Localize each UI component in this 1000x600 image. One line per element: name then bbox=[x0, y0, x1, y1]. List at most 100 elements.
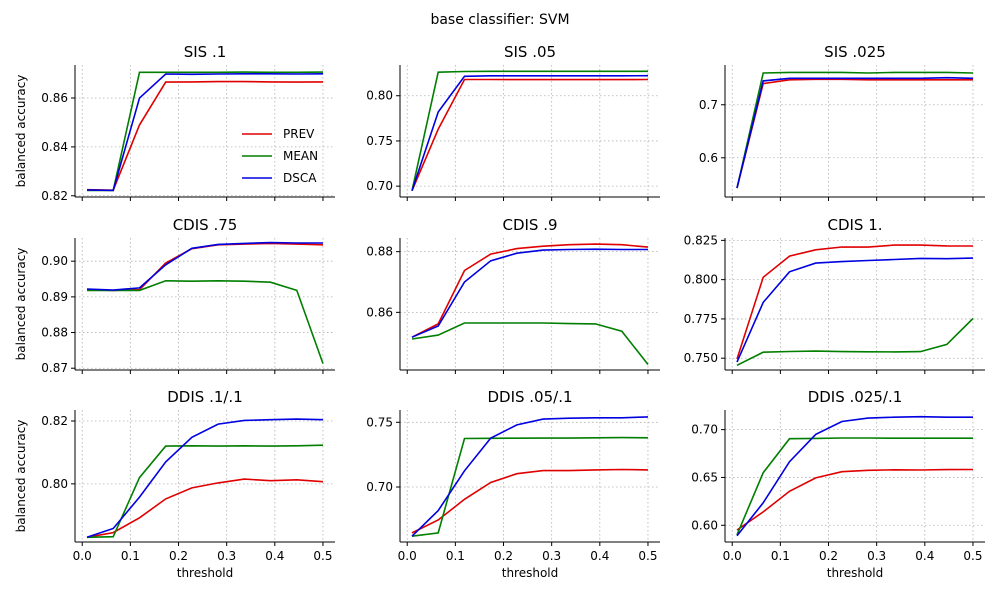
y-axis-label: balanced accuracy bbox=[14, 420, 28, 533]
x-axis-label: threshold bbox=[502, 566, 559, 580]
x-tick-label: 0.3 bbox=[542, 549, 561, 563]
series-line-dsca bbox=[736, 415, 973, 537]
x-tick-label: 0.4 bbox=[915, 549, 934, 563]
series-line-dsca bbox=[86, 241, 323, 291]
series-line-mean bbox=[411, 436, 649, 537]
x-tick-label: 0.0 bbox=[73, 549, 92, 563]
series-line-prev bbox=[86, 242, 324, 292]
y-tick-label: 0.60 bbox=[691, 518, 718, 532]
subplot-8: DDIS .05/.1 0.70 0.75 0.0 0.1 0.2 0.3 0.4 0.5 thr… bbox=[366, 388, 660, 580]
y-tick-label: 0.82 bbox=[41, 189, 68, 203]
series-line-mean bbox=[87, 279, 324, 364]
subplot-title: CDIS .75 bbox=[173, 216, 238, 234]
series-line-dsca bbox=[736, 76, 974, 189]
series-line-prev bbox=[86, 80, 324, 192]
series-line-prev bbox=[736, 244, 974, 360]
y-tick-label: 0.82 bbox=[41, 414, 68, 428]
series-line-mean bbox=[736, 317, 974, 367]
y-tick-label: 0.86 bbox=[41, 91, 68, 105]
x-tick-label: 0.4 bbox=[265, 549, 284, 563]
y-tick-label: 0.70 bbox=[366, 480, 393, 494]
legend-label-dsca: DSCA bbox=[283, 171, 317, 185]
x-tick-label: 0.0 bbox=[398, 549, 417, 563]
series-line-dsca bbox=[736, 257, 974, 363]
legend-label-prev: PREV bbox=[283, 127, 315, 141]
y-tick-label: 0.90 bbox=[41, 254, 68, 268]
y-tick-label: 0.75 bbox=[366, 415, 393, 429]
y-tick-label: 0.80 bbox=[41, 477, 68, 491]
subplot-2: SIS .05 0.70 0.75 0.80 bbox=[366, 43, 660, 201]
series-line-mean bbox=[736, 437, 973, 536]
series-line-dsca bbox=[86, 418, 324, 539]
subplot-7: DDIS .1/.1 0.80 0.82 0.0 0.1 0.2 0.3 0.4 0.5 thre… bbox=[14, 388, 335, 580]
y-tick-label: 0.75 bbox=[366, 134, 393, 148]
subplot-1: SIS .1 0.82 0.84 0.86 balanced accuracy PREV M… bbox=[14, 43, 335, 203]
subplot-title: DDIS .025/.1 bbox=[808, 388, 903, 406]
series-line-mean bbox=[411, 70, 648, 191]
x-axis-label: threshold bbox=[827, 566, 884, 580]
x-tick-label: 0.5 bbox=[638, 549, 657, 563]
y-axis-label: balanced accuracy bbox=[14, 248, 28, 361]
series-line-prev bbox=[411, 78, 649, 192]
y-tick-label: 0.775 bbox=[684, 312, 718, 326]
y-tick-label: 0.86 bbox=[366, 305, 393, 319]
y-axis-label: balanced accuracy bbox=[14, 75, 28, 188]
series-line-mean bbox=[87, 71, 324, 192]
subplot-title: SIS .1 bbox=[184, 43, 227, 61]
subplot-6: CDIS 1. 0.750 0.775 0.800 0.825 bbox=[684, 216, 985, 374]
x-tick-label: 0.2 bbox=[494, 549, 513, 563]
y-tick-label: 0.70 bbox=[366, 179, 393, 193]
x-tick-label: 0.2 bbox=[819, 549, 838, 563]
subplot-title: CDIS .9 bbox=[502, 216, 557, 234]
series-line-mean bbox=[86, 444, 324, 539]
series-line-mean bbox=[736, 71, 974, 189]
series-line-dsca bbox=[86, 73, 324, 192]
series-line-mean bbox=[411, 322, 649, 365]
series-line-prev bbox=[86, 478, 324, 539]
subplot-title: SIS .025 bbox=[824, 43, 886, 61]
x-tick-label: 0.1 bbox=[121, 549, 140, 563]
subplot-title: DDIS .1/.1 bbox=[167, 388, 243, 406]
x-axis-label: threshold bbox=[177, 566, 234, 580]
y-tick-label: 0.800 bbox=[684, 273, 718, 287]
x-tick-label: 0.3 bbox=[217, 549, 236, 563]
series-line-prev bbox=[411, 468, 649, 534]
subplot-3: SIS .025 0.6 0.7 bbox=[699, 43, 985, 201]
subplot-title: SIS .05 bbox=[504, 43, 556, 61]
x-tick-label: 0.1 bbox=[771, 549, 790, 563]
x-tick-label: 0.4 bbox=[590, 549, 609, 563]
y-tick-label: 0.825 bbox=[684, 233, 718, 247]
series-line-prev bbox=[411, 243, 649, 338]
y-tick-label: 0.70 bbox=[691, 423, 718, 437]
series-line-dsca bbox=[411, 248, 648, 338]
x-tick-label: 0.1 bbox=[446, 549, 465, 563]
subplot-5: CDIS .9 0.86 0.88 bbox=[366, 216, 660, 374]
series-line-prev bbox=[736, 78, 973, 189]
subplot-title: DDIS .05/.1 bbox=[487, 388, 572, 406]
y-tick-label: 0.750 bbox=[684, 351, 718, 365]
y-tick-label: 0.89 bbox=[41, 290, 68, 304]
y-tick-label: 0.65 bbox=[691, 470, 718, 484]
panels-group: SIS .1 0.82 0.84 0.86 balanced accuracy PREV M… bbox=[14, 43, 985, 580]
series-line-dsca bbox=[411, 74, 649, 191]
series-line-dsca bbox=[411, 416, 649, 537]
legend: PREV MEAN DSCA bbox=[242, 127, 318, 185]
figure-suptitle: base classifier: SVM bbox=[430, 12, 569, 28]
subplot-title: CDIS 1. bbox=[827, 216, 882, 234]
subplot-9: DDIS .025/.1 0.60 0.65 0.70 0.0 0.1 0.2 0.3 0.4 0… bbox=[691, 388, 985, 580]
y-tick-label: 0.7 bbox=[699, 98, 718, 112]
y-tick-label: 0.80 bbox=[366, 89, 393, 103]
x-tick-label: 0.5 bbox=[313, 549, 332, 563]
subplot-4: CDIS .75 0.87 0.88 0.89 0.90 balanced accurac… bbox=[14, 216, 335, 375]
x-tick-label: 0.0 bbox=[723, 549, 742, 563]
x-tick-label: 0.2 bbox=[169, 549, 188, 563]
x-tick-label: 0.3 bbox=[867, 549, 886, 563]
series-line-prev bbox=[736, 468, 974, 531]
y-tick-label: 0.84 bbox=[41, 140, 68, 154]
y-tick-label: 0.88 bbox=[366, 245, 393, 259]
legend-label-mean: MEAN bbox=[283, 149, 318, 163]
y-tick-label: 0.6 bbox=[699, 151, 718, 165]
y-tick-label: 0.88 bbox=[41, 326, 68, 340]
x-tick-label: 0.5 bbox=[963, 549, 982, 563]
